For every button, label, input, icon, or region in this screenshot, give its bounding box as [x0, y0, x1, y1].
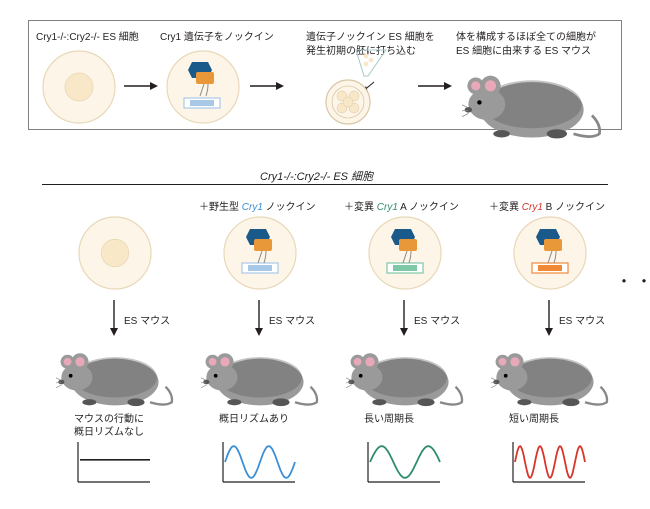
top-cell-knockin	[164, 48, 242, 126]
column-bottom-label-2: 概日リズムなし	[74, 423, 144, 438]
column-mouse	[201, 340, 319, 413]
top-arrow-3	[418, 80, 452, 92]
column-top-label: ＋野生型 Cry1 ノックイン	[199, 198, 316, 213]
column-mouse	[491, 340, 609, 413]
down-arrow	[398, 300, 410, 341]
es-mouse-label: ES マウス	[559, 312, 605, 327]
es-mouse-label: ES マウス	[414, 312, 460, 327]
top-cell-plain	[40, 48, 118, 126]
column-cell-plain	[76, 214, 154, 297]
column-bottom-label-1: 概日リズムあり	[219, 410, 289, 425]
top-arrow-2	[250, 80, 284, 92]
section-title: Cry1-/-:Cry2-/- ES 細胞	[260, 168, 373, 184]
top-mouse	[462, 60, 602, 146]
top-label-3a: 遺伝子ノックイン ES 細胞を	[306, 28, 435, 43]
column-cell-knockin	[221, 214, 299, 297]
down-arrow	[108, 300, 120, 341]
top-label-4b: ES 細胞に由来する ES マウス	[456, 42, 591, 57]
column-mouse	[346, 340, 464, 413]
down-arrow	[543, 300, 555, 341]
column-bottom-label-1: 長い周期長	[364, 410, 414, 425]
column-top-label: ＋変異 Cry1 B ノックイン	[489, 198, 605, 213]
top-arrow-1	[124, 80, 158, 92]
down-arrow	[253, 300, 265, 341]
es-mouse-label: ES マウス	[269, 312, 315, 327]
column-bottom-label-1: 短い周期長	[509, 410, 559, 425]
column-cell-knockin	[511, 214, 589, 297]
rhythm-wave	[74, 440, 152, 489]
column-cell-knockin	[366, 214, 444, 297]
top-embryo	[296, 48, 416, 126]
rhythm-wave	[364, 440, 442, 489]
column-mouse	[56, 340, 174, 413]
rhythm-wave	[509, 440, 587, 489]
es-mouse-label: ES マウス	[124, 312, 170, 327]
rhythm-wave	[219, 440, 297, 489]
ellipsis: ・・・	[616, 268, 650, 292]
top-label-2: Cry1 遺伝子をノックイン	[160, 28, 274, 43]
section-underline	[42, 184, 608, 185]
column-top-label: ＋変異 Cry1 A ノックイン	[344, 198, 459, 213]
top-label-1: Cry1-/-:Cry2-/- ES 細胞	[36, 28, 139, 43]
top-label-4a: 体を構成するほぼ全ての細胞が	[456, 28, 596, 43]
